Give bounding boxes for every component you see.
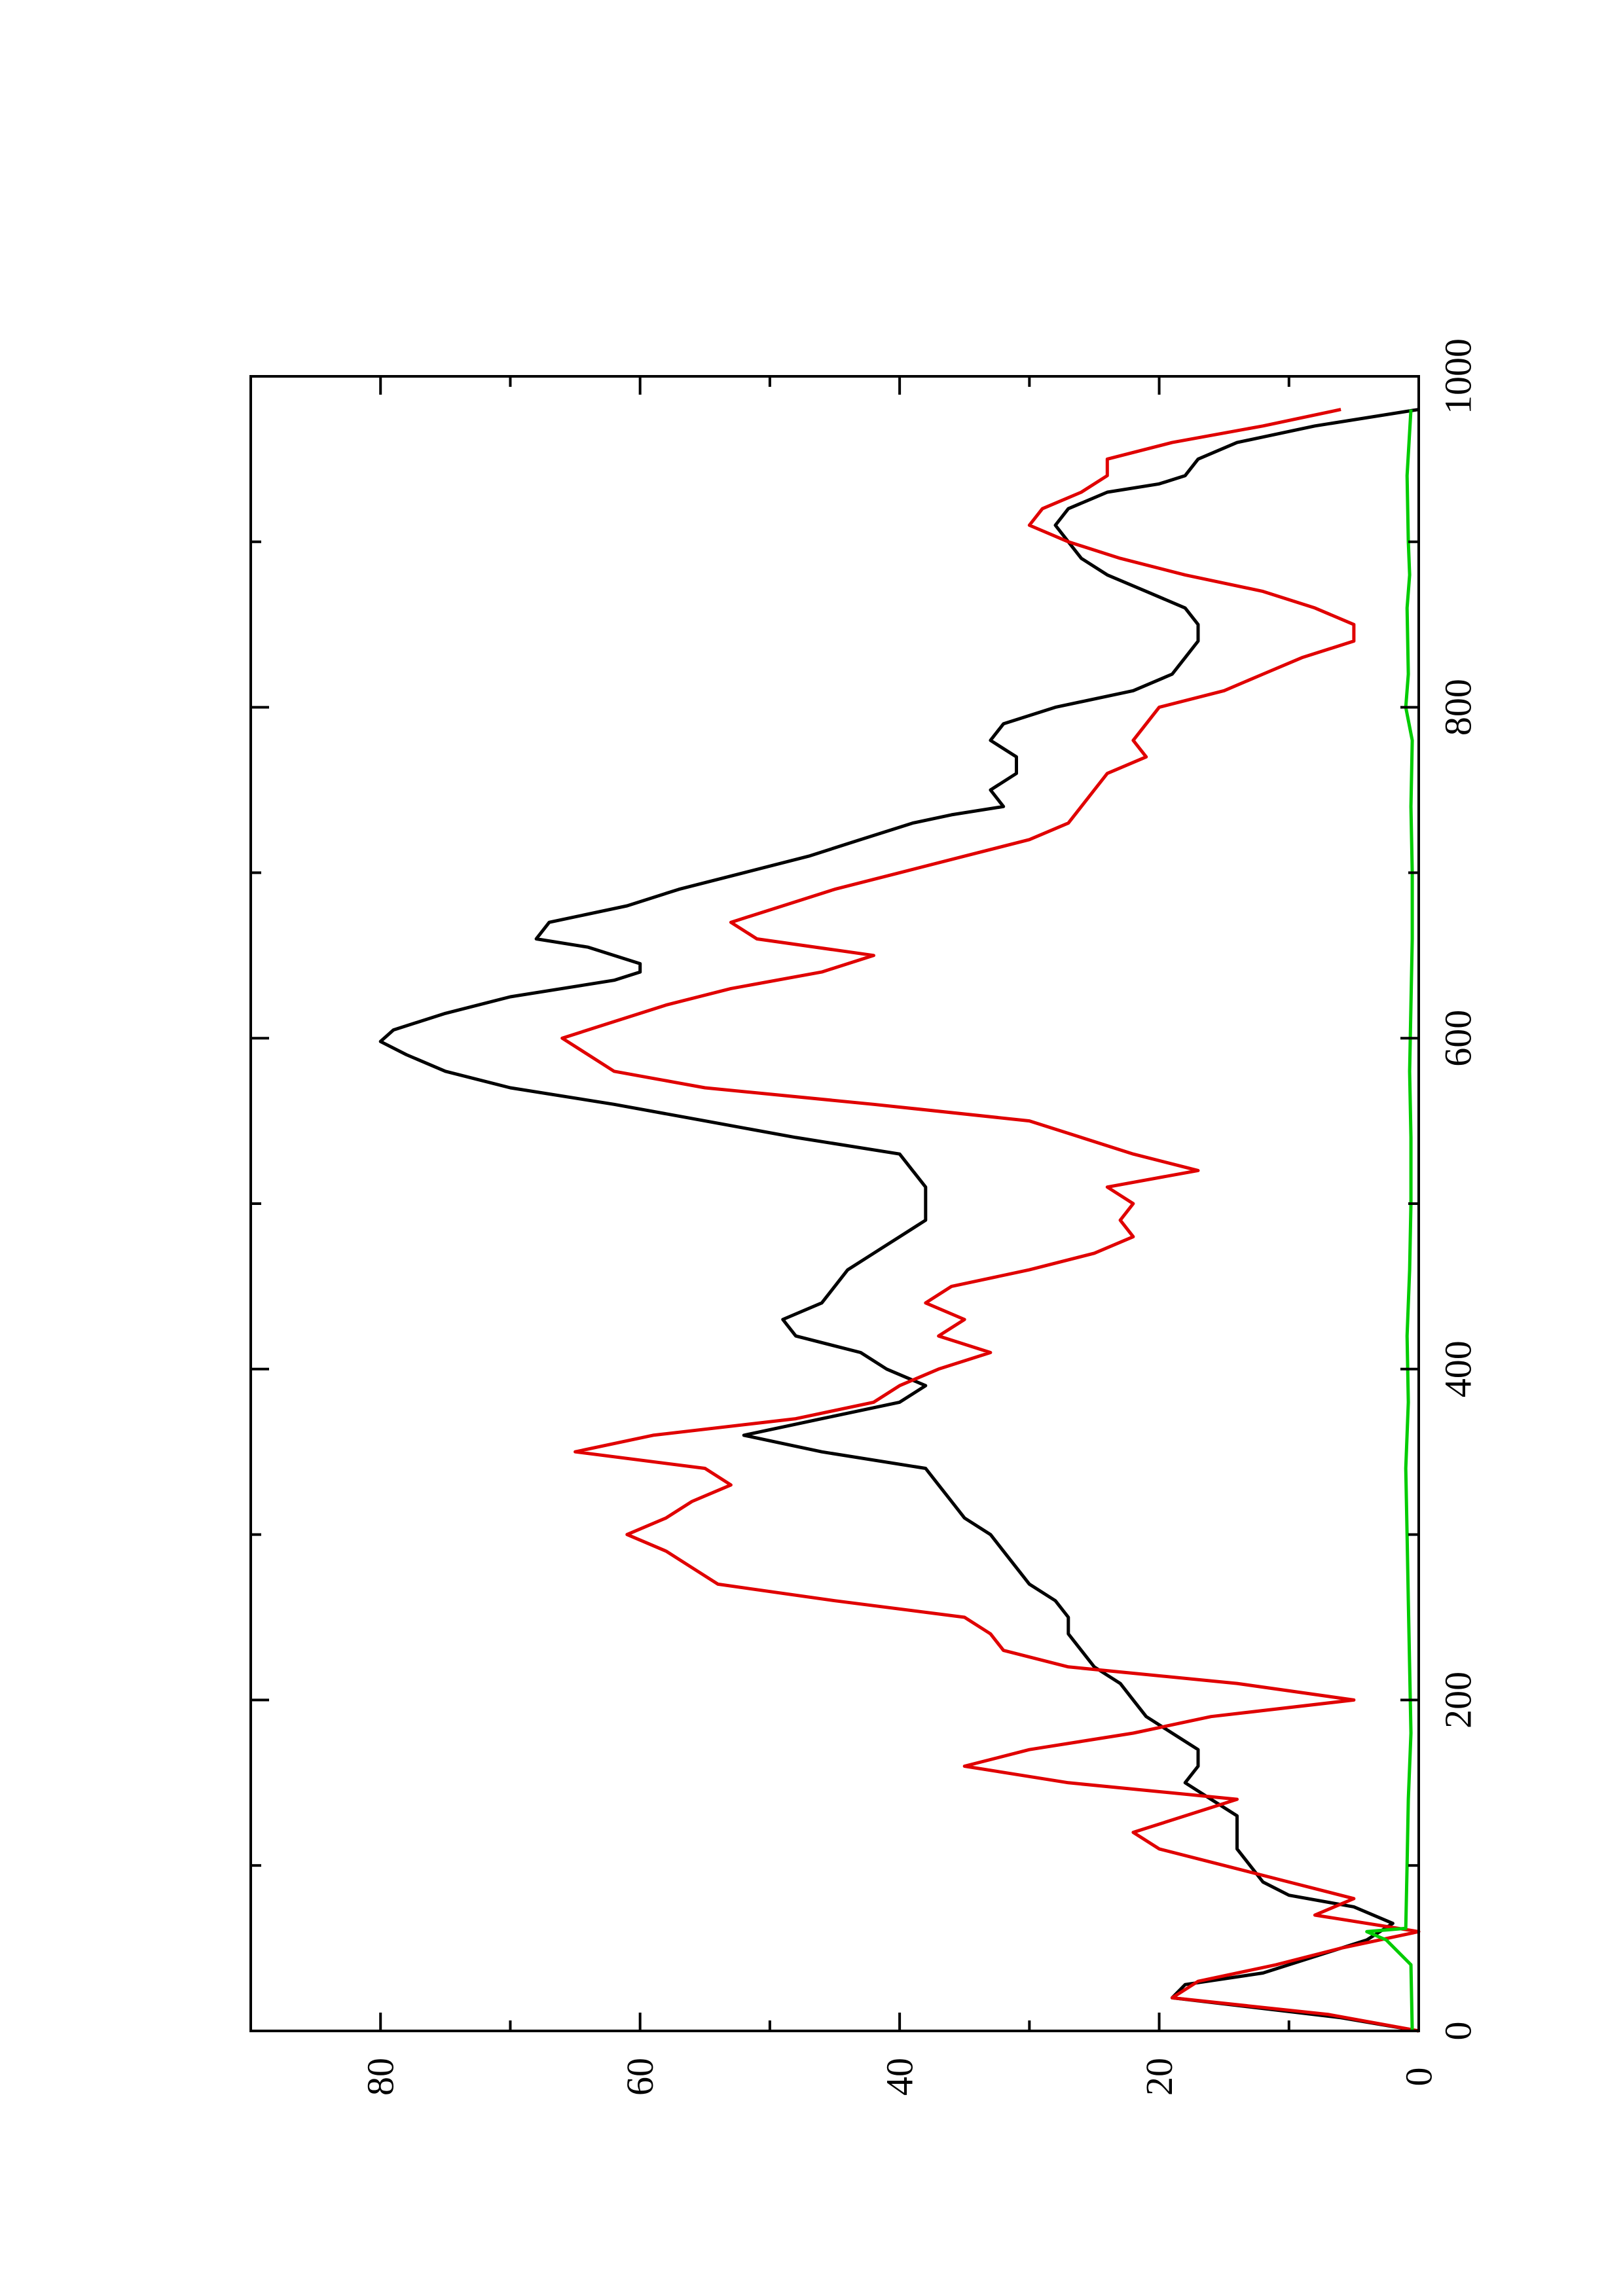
y-tick-label: 80 [359,2058,402,2096]
axis-ticks [251,375,1420,2032]
y-axis-tick-labels: 0 20 40 60 80 [359,2058,1440,2096]
y-tick-label: 20 [1138,2058,1180,2096]
series-line-3 [1365,409,1414,2032]
series-line-1 [378,408,1419,2033]
x-axis-tick-labels: 0 200 400 600 800 1000 [1437,338,1480,2041]
x-tick-label: 200 [1437,1672,1480,1729]
y-tick-label: 60 [619,2058,661,2096]
x-tick-label: 400 [1437,1340,1480,1397]
y-tick-label: 40 [879,2058,921,2096]
plot-frame [249,375,1420,2032]
x-tick-label: 1000 [1437,338,1480,414]
x-tick-label: 0 [1437,2022,1480,2041]
x-tick-label: 600 [1437,1010,1480,1067]
series-line-2 [560,408,1421,2033]
x-tick-label: 800 [1437,679,1480,736]
plot-lines [378,408,1421,2033]
y-tick-label: 0 [1398,2068,1440,2087]
